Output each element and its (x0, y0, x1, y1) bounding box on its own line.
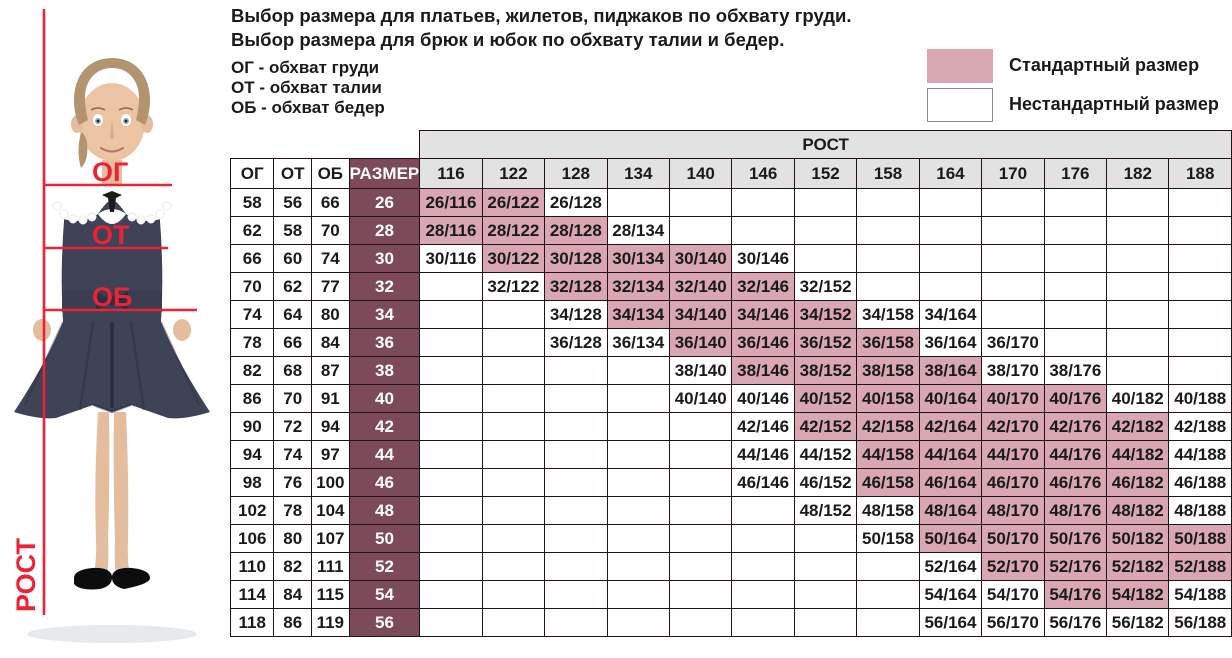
svg-text:ОТ: ОТ (92, 220, 130, 250)
svg-text:ОБ: ОБ (92, 282, 132, 312)
svg-text:РОСТ: РОСТ (11, 538, 41, 612)
svg-text:ОГ: ОГ (92, 157, 128, 187)
